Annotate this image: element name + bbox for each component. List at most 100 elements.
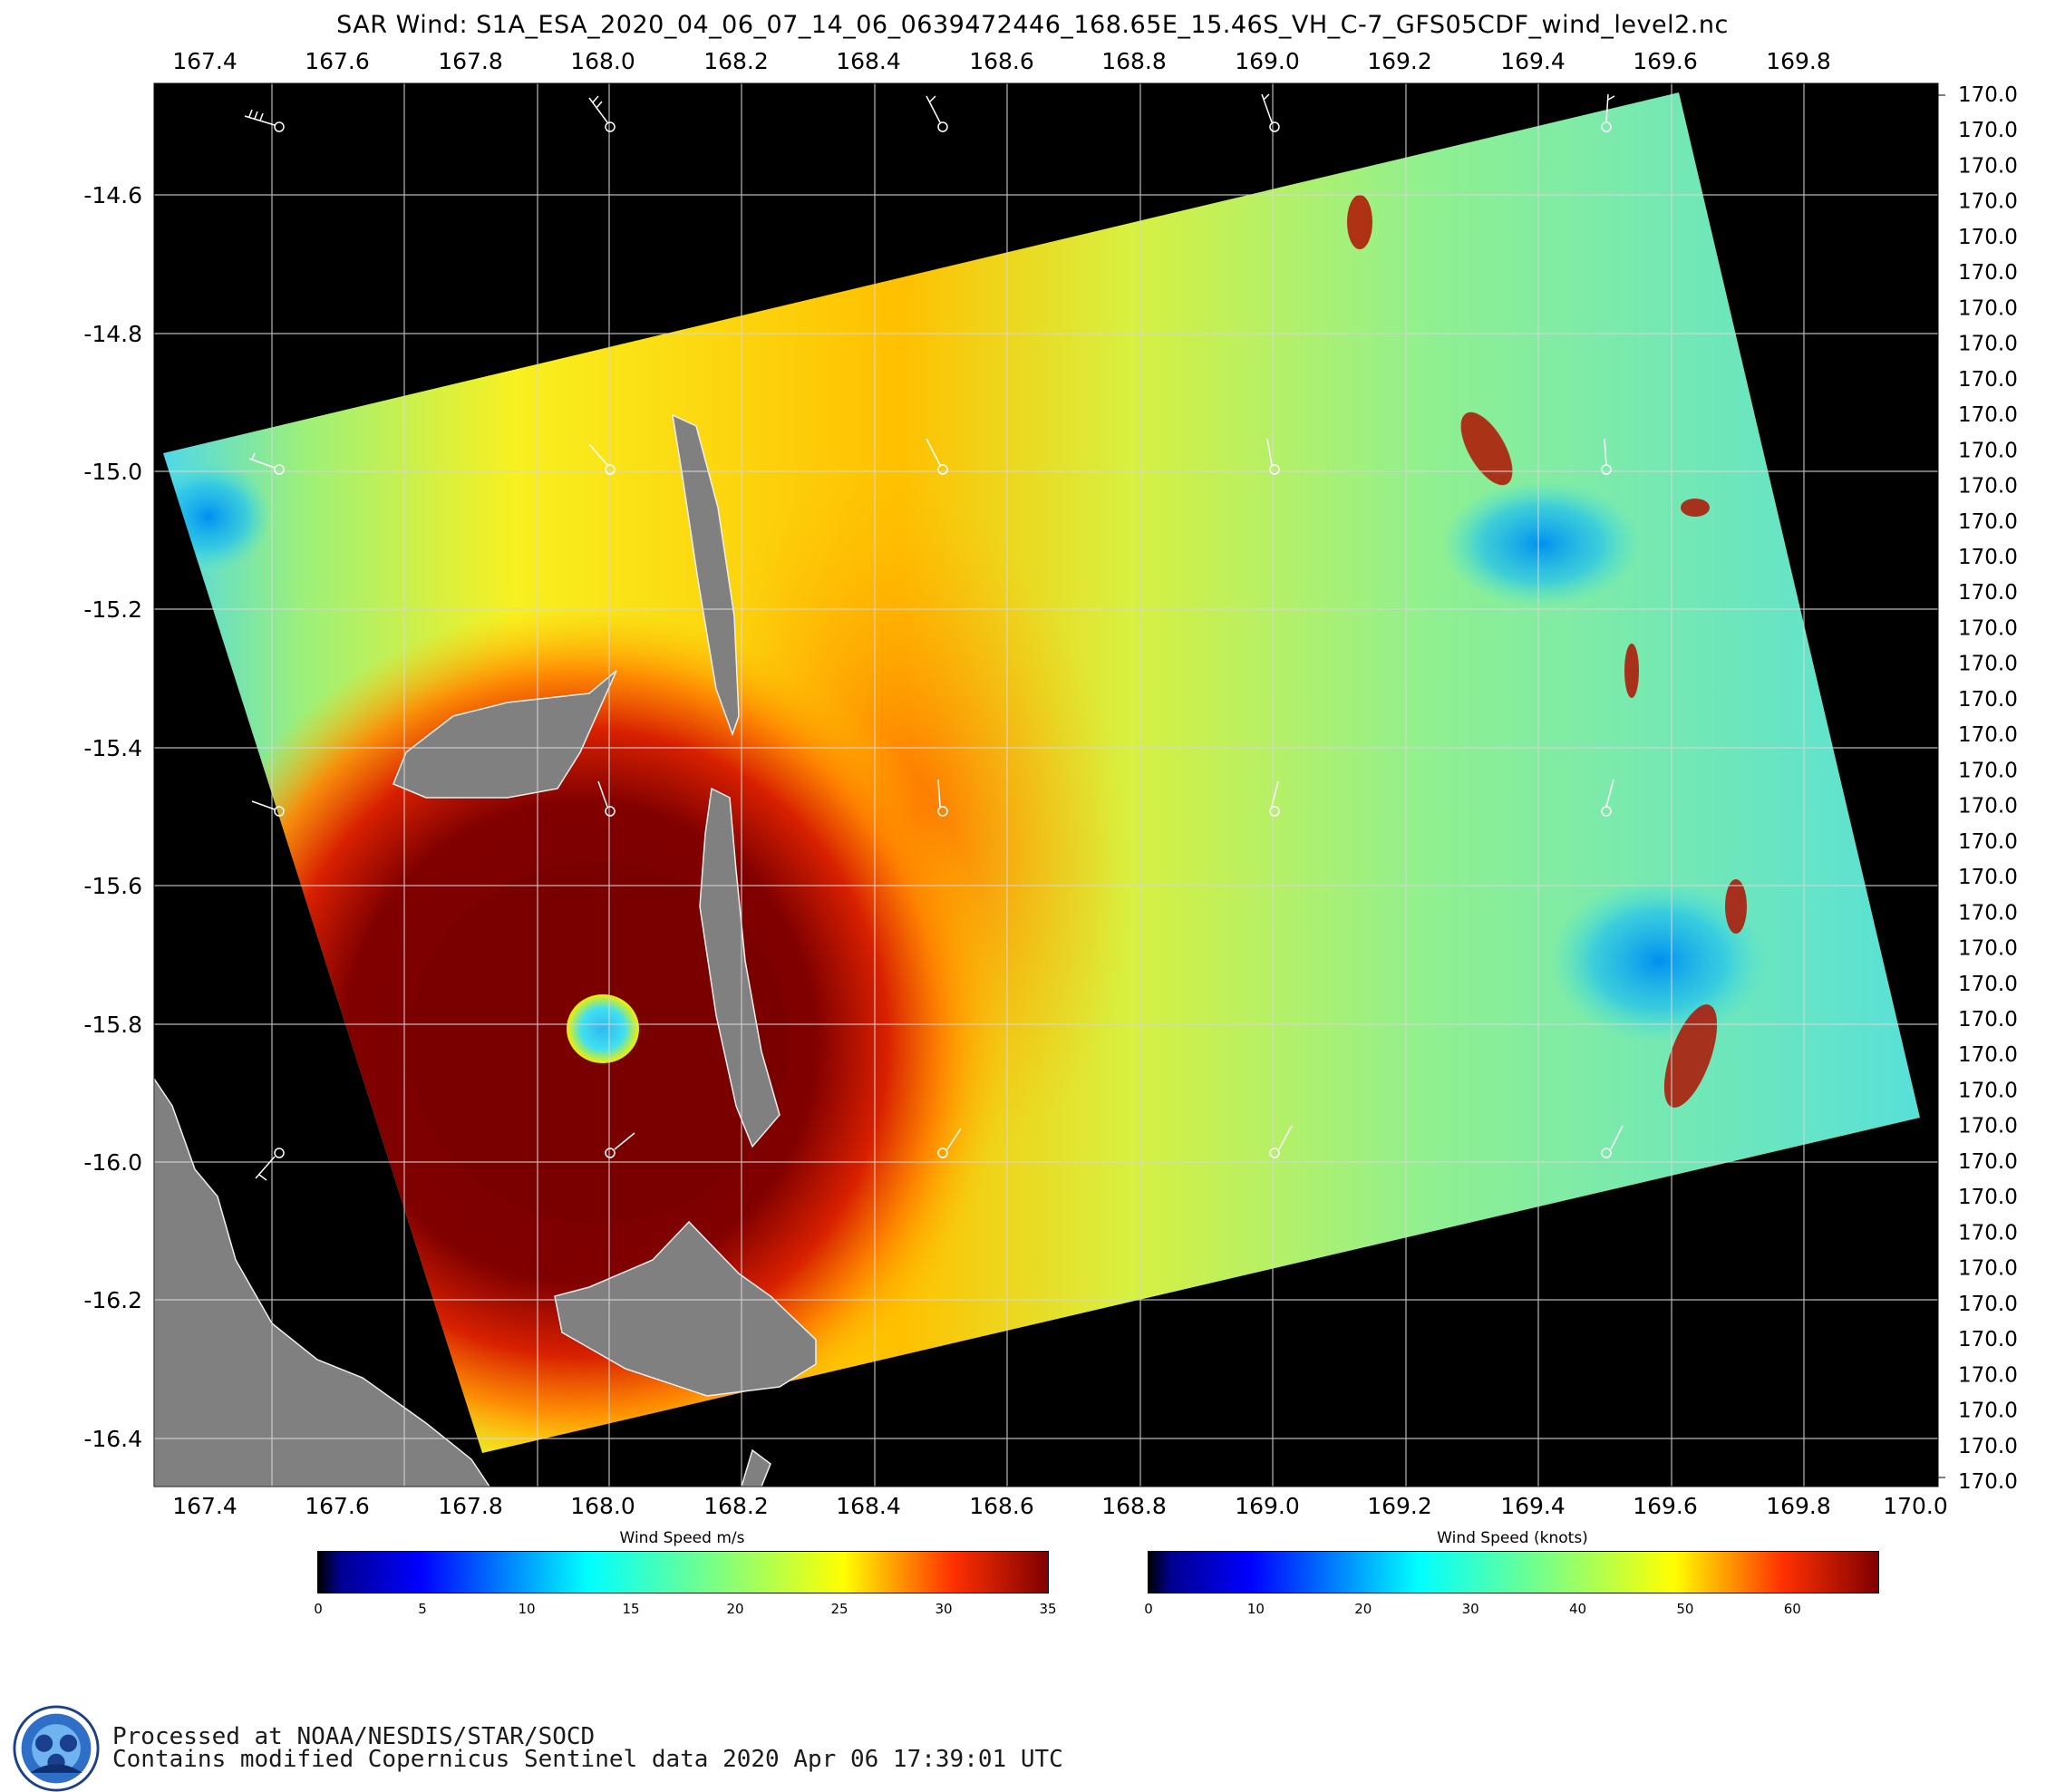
right-axis-label: 170.0 [1958, 1328, 2018, 1351]
right-axis-label: 170.0 [1958, 1363, 2018, 1387]
wind-barb-icon [937, 779, 948, 817]
right-axis-label: 170.0 [1958, 1293, 2018, 1316]
colorbar-ms [317, 1551, 1049, 1593]
wind-barb-icon [926, 438, 948, 475]
top-lon-label: 169.0 [1235, 48, 1300, 74]
bottom-lon-label: 169.8 [1766, 1493, 1831, 1519]
right-axis-label: 170.0 [1958, 1186, 2018, 1209]
land [154, 413, 817, 1487]
top-lon-label: 167.4 [172, 48, 238, 74]
right-axis-label: 170.0 [1958, 1221, 2018, 1245]
sar-swath [163, 92, 1920, 1453]
right-axis-labels: 170.0 170.0 170.0 170.0 170.0 170.0 170.0 170.0… [1958, 83, 2018, 1494]
colorbar-tick-label: 10 [1246, 1601, 1265, 1617]
left-lat-label: -15.2 [83, 596, 142, 623]
right-axis-label: 170.0 [1958, 1435, 2018, 1458]
right-axis-label: 170.0 [1958, 190, 2018, 214]
wind-barb-icon [1261, 93, 1280, 132]
wind-barb-icon [1269, 1125, 1293, 1158]
right-axis-label: 170.0 [1958, 261, 2018, 285]
top-lon-label: 168.6 [969, 48, 1034, 74]
island-islet [741, 1448, 771, 1487]
squall-streaks [1347, 195, 1747, 1108]
lat-lon-grid [154, 83, 1938, 1487]
island-malo-strip [699, 787, 780, 1148]
bottom-lon-label: 169.6 [1633, 1493, 1698, 1519]
processing-footer: Processed at NOAA/NESDIS/STAR/SOCD Conta… [112, 1723, 1063, 1773]
right-axis-label: 170.0 [1958, 226, 2018, 249]
wind-barb-icon [588, 443, 616, 475]
left-lat-label: -16.4 [83, 1426, 142, 1452]
wind-barb-icon [1269, 780, 1280, 817]
bottom-lon-label: 167.6 [305, 1493, 370, 1519]
right-axis-label: 170.0 [1958, 1150, 2018, 1174]
wind-barb-icon [1601, 779, 1614, 817]
right-axis-label: 170.0 [1958, 1043, 2018, 1067]
colorbar-tick-label: 0 [1144, 1601, 1153, 1617]
wind-barb-icon [926, 95, 948, 132]
bottom-lon-label: 168.4 [836, 1493, 901, 1519]
top-lon-label: 169.6 [1633, 48, 1698, 74]
wind-barbs [244, 93, 1624, 1181]
top-lon-label: 167.6 [305, 48, 370, 74]
right-axis-label: 170.0 [1958, 439, 2018, 462]
right-axis-label: 170.0 [1958, 368, 2018, 392]
colorbar-tick-label: 10 [518, 1601, 536, 1617]
right-axis-label: 170.0 [1958, 973, 2018, 996]
colorbar-tick-label: 35 [1039, 1601, 1057, 1617]
colorbar-tick-label: 0 [314, 1601, 323, 1617]
right-axis-label: 170.0 [1958, 653, 2018, 676]
right-axis-label: 170.0 [1958, 723, 2018, 747]
bottom-lon-label: 169.0 [1235, 1493, 1300, 1519]
bottom-lon-label: 168.0 [570, 1493, 635, 1519]
left-lat-label: -16.2 [83, 1287, 142, 1313]
bottom-lon-label: 169.2 [1367, 1493, 1432, 1519]
colorbar-tick-label: 20 [1354, 1601, 1372, 1617]
right-axis-label: 170.0 [1958, 1257, 2018, 1281]
wind-barb-icon [1266, 438, 1280, 475]
wind-barb-icon [605, 1132, 635, 1158]
island-southwest-coast [154, 1077, 490, 1487]
right-axis-label: 170.0 [1958, 1470, 2018, 1494]
footer-line-processed: Processed at NOAA/NESDIS/STAR/SOCD [112, 1723, 596, 1750]
right-axis-label: 170.0 [1958, 546, 2018, 569]
right-axis-label: 170.0 [1958, 510, 2018, 534]
colorbar-tick-label: 60 [1783, 1601, 1801, 1617]
colorbar-tick-label: 30 [1461, 1601, 1479, 1617]
colorbar-knots [1148, 1551, 1879, 1593]
colorbar-tick-label: 30 [935, 1601, 953, 1617]
right-axis-label: 170.0 [1958, 688, 2018, 712]
right-axis-label: 170.0 [1958, 1080, 2018, 1103]
right-axis-label: 170.0 [1958, 1115, 2018, 1138]
right-axis-label: 170.0 [1958, 475, 2018, 499]
left-lat-label: -15.0 [83, 459, 142, 485]
storm-eye [567, 994, 639, 1063]
left-lat-label: -14.6 [83, 182, 142, 208]
right-axis-label: 170.0 [1958, 296, 2018, 320]
wind-barb-icon [255, 1148, 285, 1181]
bottom-lon-label: 170.0 [1883, 1493, 1948, 1519]
right-axis-label: 170.0 [1958, 866, 2018, 889]
colorbar-tick-label: 20 [726, 1601, 744, 1617]
left-lat-label: -15.8 [83, 1012, 142, 1038]
bottom-lon-label: 167.4 [172, 1493, 238, 1519]
left-lat-label: -16.0 [83, 1149, 142, 1176]
bottom-lon-label: 167.8 [438, 1493, 503, 1519]
footer-line-copernicus: Contains modified Copernicus Sentinel da… [112, 1746, 1063, 1773]
island-south [554, 1220, 817, 1397]
left-axis-labels: -14.6 -14.8 -15.0 -15.2 -15.4 -15.6 -15.… [83, 182, 142, 1452]
top-lon-label: 169.8 [1766, 48, 1831, 74]
bottom-lon-label: 168.8 [1101, 1493, 1167, 1519]
wind-barb-icon [1601, 1125, 1624, 1158]
top-lon-label: 169.2 [1367, 48, 1432, 74]
axis-ticks [1938, 94, 1945, 1478]
right-axis-label: 170.0 [1958, 617, 2018, 641]
top-axis-labels: 167.4 167.6 167.8 168.0 168.2 168.4 168.… [172, 48, 1831, 74]
top-lon-label: 167.8 [438, 48, 503, 74]
colorbar-ms-title: Wind Speed m/s [619, 1529, 745, 1547]
right-axis-label: 170.0 [1958, 1008, 2018, 1032]
colorbar-tick-label: 15 [622, 1601, 640, 1617]
colorbar-tick-label: 25 [830, 1601, 848, 1617]
top-lon-label: 169.4 [1500, 48, 1566, 74]
